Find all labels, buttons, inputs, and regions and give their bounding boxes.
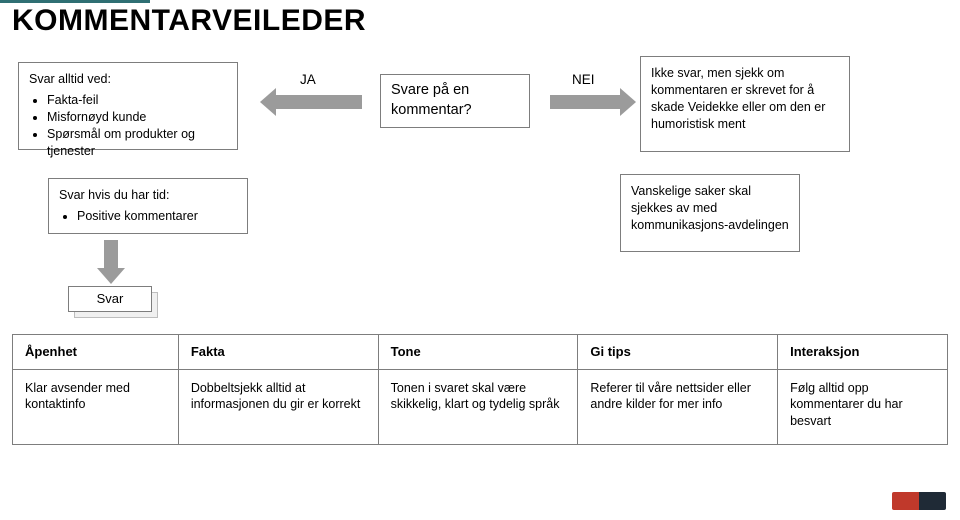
box-always-answer: Svar alltid ved: Fakta-feil Misfornøyd k… xyxy=(18,62,238,150)
box-if-time: Svar hvis du har tid: Positive kommentar… xyxy=(48,178,248,234)
table-cell: Dobbeltsjekk alltid at informasjonen du … xyxy=(178,369,378,445)
box-always-answer-heading: Svar alltid ved: xyxy=(29,71,227,88)
list-item: Misfornøyd kunde xyxy=(47,109,227,126)
table-header: Åpenhet xyxy=(13,335,179,370)
accent-bar xyxy=(0,0,150,3)
table-cell: Følg alltid opp kommentarer du har besva… xyxy=(778,369,948,445)
box-difficult-cases: Vanskelige saker skal sjekkes av med kom… xyxy=(620,174,800,252)
box-no-answer: Ikke svar, men sjekk om kommentaren er s… xyxy=(640,56,850,152)
table-header: Interaksjon xyxy=(778,335,948,370)
guidance-table: Åpenhet Fakta Tone Gi tips Interaksjon K… xyxy=(12,334,948,445)
box-svar: Svar xyxy=(68,286,152,312)
table-header: Gi tips xyxy=(578,335,778,370)
table-header-row: Åpenhet Fakta Tone Gi tips Interaksjon xyxy=(13,335,948,370)
label-ja: JA xyxy=(300,72,316,87)
box-question-text: Svare på en kommentar? xyxy=(391,81,519,120)
list-item: Positive kommentarer xyxy=(77,208,237,225)
table-cell: Referer til våre nettsider eller andre k… xyxy=(578,369,778,445)
table-header: Tone xyxy=(378,335,578,370)
box-no-answer-text: Ikke svar, men sjekk om kommentaren er s… xyxy=(651,66,825,131)
veidekke-logo xyxy=(892,492,946,510)
list-item: Spørsmål om produkter og tjenester xyxy=(47,126,227,160)
table-row: Klar avsender med kontaktinfo Dobbeltsje… xyxy=(13,369,948,445)
box-always-answer-list: Fakta-feil Misfornøyd kunde Spørsmål om … xyxy=(29,92,227,160)
page-title: KOMMENTARVEILEDER xyxy=(12,4,366,38)
table-header: Fakta xyxy=(178,335,378,370)
list-item: Fakta-feil xyxy=(47,92,227,109)
label-nei: NEI xyxy=(572,72,595,87)
box-if-time-heading: Svar hvis du har tid: xyxy=(59,187,237,204)
box-difficult-cases-text: Vanskelige saker skal sjekkes av med kom… xyxy=(631,184,789,232)
box-if-time-list: Positive kommentarer xyxy=(59,208,237,225)
table-cell: Tonen i svaret skal være skikkelig, klar… xyxy=(378,369,578,445)
svar-label: Svar xyxy=(97,290,124,308)
table-cell: Klar avsender med kontaktinfo xyxy=(13,369,179,445)
box-question: Svare på en kommentar? xyxy=(380,74,530,128)
